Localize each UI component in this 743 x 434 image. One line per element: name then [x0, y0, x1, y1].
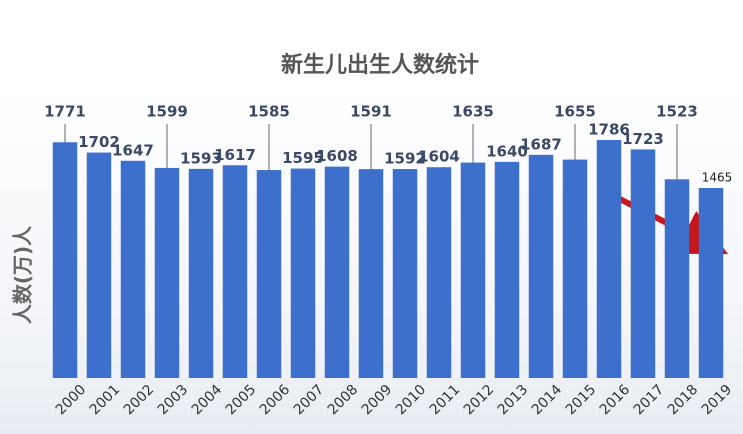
value-label: 1523 [656, 103, 698, 121]
value-label: 1687 [520, 135, 562, 153]
value-label: 1465 [702, 171, 733, 185]
bar [290, 168, 316, 378]
value-label: 1599 [146, 103, 188, 121]
bar [256, 170, 282, 378]
value-label: 1771 [44, 103, 86, 121]
value-label: 1593 [180, 149, 222, 167]
value-label: 1604 [418, 148, 460, 166]
bar [52, 142, 78, 378]
bar [528, 154, 554, 378]
value-label: 1608 [316, 147, 358, 165]
bar [630, 149, 656, 378]
chart-title: 新生儿出生人数统计 [281, 52, 479, 78]
value-label: 1723 [622, 130, 664, 148]
bar [188, 168, 214, 378]
value-label: 1702 [78, 133, 120, 151]
value-label: 1592 [384, 150, 426, 168]
value-label: 1655 [554, 103, 596, 121]
bar [222, 165, 248, 378]
value-label: 1595 [282, 149, 324, 167]
bar [664, 179, 690, 378]
bar [324, 166, 350, 378]
bar [698, 188, 724, 378]
bar [154, 167, 180, 378]
bar [86, 152, 112, 378]
trend-arrow [610, 192, 729, 255]
y-axis-title: 人数(万)人 [11, 225, 35, 324]
value-label: 1640 [486, 142, 528, 160]
value-label: 1617 [214, 146, 256, 164]
bar [562, 159, 588, 378]
value-label: 1635 [452, 103, 494, 121]
value-label: 1647 [112, 141, 154, 159]
bar [392, 169, 418, 378]
bar [596, 140, 622, 378]
bar [426, 167, 452, 378]
value-label: 1591 [350, 103, 392, 121]
bar [460, 162, 486, 378]
bar [120, 160, 146, 378]
bar [358, 169, 384, 378]
value-label: 1585 [248, 103, 290, 121]
value-label: 1786 [588, 121, 630, 139]
bar [494, 161, 520, 378]
